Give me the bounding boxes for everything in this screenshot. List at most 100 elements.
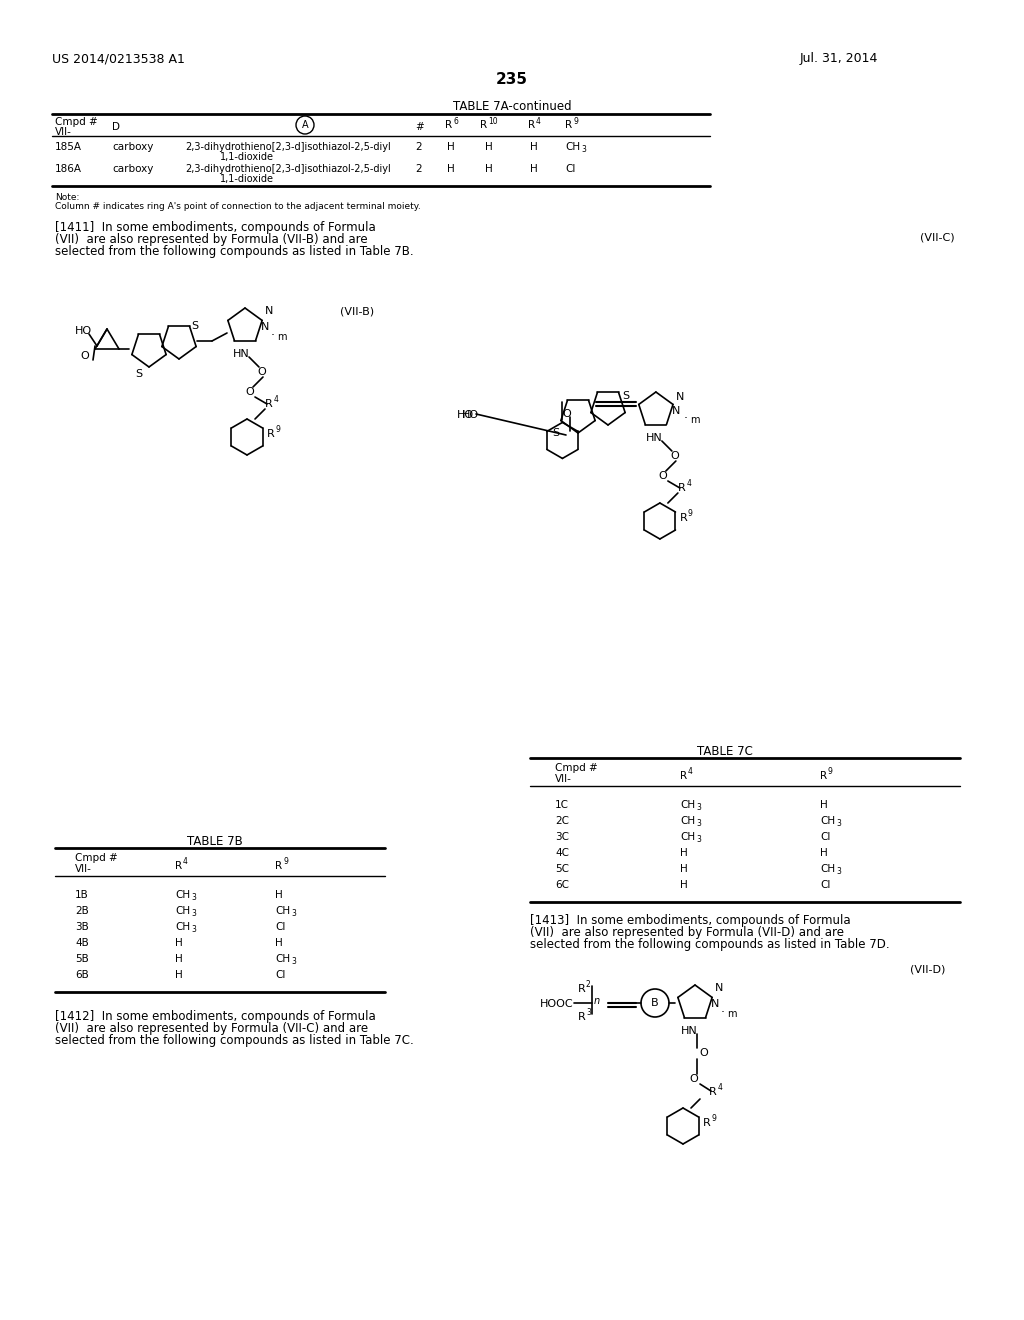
Text: CH: CH <box>680 832 695 842</box>
Text: CH: CH <box>175 906 190 916</box>
Text: S: S <box>622 391 629 401</box>
Text: 3: 3 <box>291 909 296 917</box>
Text: 1C: 1C <box>555 800 569 810</box>
Text: 3: 3 <box>586 1008 591 1016</box>
Text: 9: 9 <box>283 857 288 866</box>
Text: O: O <box>257 367 266 378</box>
Text: H: H <box>275 890 283 900</box>
Text: R: R <box>445 120 453 129</box>
Text: CH: CH <box>565 143 581 152</box>
Text: HN: HN <box>646 433 663 444</box>
Text: CH: CH <box>275 954 290 964</box>
Text: Cl: Cl <box>820 832 830 842</box>
Text: R: R <box>820 771 827 781</box>
Text: [1411]  In some embodiments, compounds of Formula: [1411] In some embodiments, compounds of… <box>55 220 376 234</box>
Text: CH: CH <box>175 921 190 932</box>
Text: 1B: 1B <box>75 890 89 900</box>
Text: R: R <box>480 120 487 129</box>
Text: 6C: 6C <box>555 880 569 890</box>
Text: N: N <box>265 306 273 315</box>
Text: O: O <box>657 471 667 480</box>
Text: Cl: Cl <box>820 880 830 890</box>
Text: 3: 3 <box>291 957 296 966</box>
Text: D: D <box>112 121 120 132</box>
Text: 3: 3 <box>191 925 196 935</box>
Text: R: R <box>578 983 586 994</box>
Text: VII-: VII- <box>555 774 571 784</box>
Text: O: O <box>80 351 89 360</box>
Text: Jul. 31, 2014: Jul. 31, 2014 <box>800 51 879 65</box>
Text: 2B: 2B <box>75 906 89 916</box>
Text: Cl: Cl <box>275 970 286 979</box>
Text: 2: 2 <box>415 143 422 152</box>
Text: R: R <box>680 513 688 523</box>
Text: R: R <box>565 120 572 129</box>
Text: R: R <box>175 861 182 871</box>
Text: H: H <box>680 880 688 890</box>
Text: R: R <box>578 1012 586 1022</box>
Text: TABLE 7C: TABLE 7C <box>697 744 753 758</box>
Text: carboxy: carboxy <box>112 143 154 152</box>
Text: H: H <box>680 847 688 858</box>
Text: (VII-C): (VII-C) <box>920 234 954 243</box>
Text: H: H <box>175 939 182 948</box>
Text: R: R <box>678 483 686 492</box>
Text: A: A <box>302 120 308 129</box>
Text: m: m <box>278 333 287 342</box>
Text: CH: CH <box>175 890 190 900</box>
Text: TABLE 7B: TABLE 7B <box>187 836 243 847</box>
Text: B: B <box>651 998 658 1008</box>
Text: 6: 6 <box>453 117 458 125</box>
Text: 9: 9 <box>828 767 833 776</box>
Text: 9: 9 <box>275 425 280 434</box>
Text: 9: 9 <box>688 510 693 517</box>
Text: 3C: 3C <box>555 832 569 842</box>
Text: H: H <box>820 800 827 810</box>
Text: TABLE 7A-continued: TABLE 7A-continued <box>453 100 571 114</box>
Text: 9: 9 <box>711 1114 716 1123</box>
Text: R: R <box>680 771 687 781</box>
Text: 6B: 6B <box>75 970 89 979</box>
Text: 235: 235 <box>496 73 528 87</box>
Text: 4: 4 <box>183 857 187 866</box>
Text: CH: CH <box>680 800 695 810</box>
Text: (VII)  are also represented by Formula (VII-C) and are: (VII) are also represented by Formula (V… <box>55 1022 368 1035</box>
Text: H: H <box>175 954 182 964</box>
Text: US 2014/0213538 A1: US 2014/0213538 A1 <box>52 51 185 65</box>
Text: (VII-B): (VII-B) <box>340 306 374 315</box>
Text: m: m <box>727 1008 736 1019</box>
Text: 5C: 5C <box>555 865 569 874</box>
Text: Cl: Cl <box>565 164 575 174</box>
Text: H: H <box>175 970 182 979</box>
Text: CH: CH <box>680 816 695 826</box>
Text: 4: 4 <box>688 767 693 776</box>
Text: 3: 3 <box>836 818 841 828</box>
Text: HO: HO <box>75 326 92 337</box>
Text: (VII)  are also represented by Formula (VII-B) and are: (VII) are also represented by Formula (V… <box>55 234 368 246</box>
Text: R: R <box>265 399 272 409</box>
Text: H: H <box>447 143 455 152</box>
Text: R: R <box>267 429 274 440</box>
Text: 3: 3 <box>581 145 586 154</box>
Text: 2: 2 <box>415 164 422 174</box>
Text: 2,3-dihydrothieno[2,3-d]isothiazol-2,5-diyl: 2,3-dihydrothieno[2,3-d]isothiazol-2,5-d… <box>185 143 391 152</box>
Text: 1,1-dioxide: 1,1-dioxide <box>220 152 274 162</box>
Text: 3: 3 <box>696 803 700 812</box>
Text: H: H <box>485 164 493 174</box>
Text: 10: 10 <box>488 117 498 125</box>
Text: N: N <box>261 322 269 333</box>
Text: H: H <box>447 164 455 174</box>
Text: CH: CH <box>820 865 836 874</box>
Text: [1413]  In some embodiments, compounds of Formula: [1413] In some embodiments, compounds of… <box>530 913 851 927</box>
Text: (VII-D): (VII-D) <box>910 964 945 974</box>
Text: 5B: 5B <box>75 954 89 964</box>
Text: 3: 3 <box>696 818 700 828</box>
Text: 3: 3 <box>696 836 700 843</box>
Text: ·: · <box>271 329 275 342</box>
Text: 4C: 4C <box>555 847 569 858</box>
Text: H: H <box>820 847 827 858</box>
Text: 4: 4 <box>687 479 692 488</box>
Text: HN: HN <box>233 348 250 359</box>
Text: carboxy: carboxy <box>112 164 154 174</box>
Text: 186A: 186A <box>55 164 82 174</box>
